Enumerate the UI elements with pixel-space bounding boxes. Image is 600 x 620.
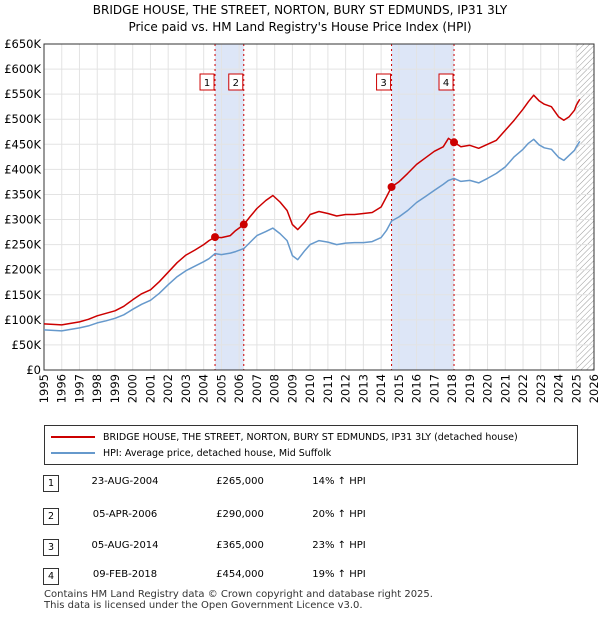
- y-tick-label: £400K: [4, 162, 41, 176]
- transaction-price: £290,000: [216, 509, 264, 520]
- transaction-number: 1: [43, 475, 59, 492]
- transaction-label: 1: [204, 78, 210, 89]
- y-tick-label: £450K: [4, 137, 41, 151]
- x-tick-label: 2019: [463, 374, 477, 403]
- x-tick-label: 2017: [427, 374, 441, 403]
- transaction-date: 05-AUG-2014: [91, 540, 159, 551]
- y-tick-label: £200K: [4, 263, 41, 277]
- legend-property-label: BRIDGE HOUSE, THE STREET, NORTON, BURY S…: [103, 431, 518, 443]
- x-tick-label: 1996: [55, 374, 69, 403]
- transaction-date: 23-AUG-2004: [91, 476, 159, 487]
- transaction-hpi: 23% ↑ HPI: [312, 540, 366, 551]
- x-tick-label: 2008: [268, 374, 282, 403]
- transaction-number: 4: [43, 568, 59, 585]
- x-tick-label: 2002: [161, 374, 175, 403]
- x-tick-label: 2026: [587, 374, 600, 403]
- price-chart: BRIDGE HOUSE, THE STREET, NORTON, BURY S…: [4, 3, 600, 403]
- legend-property-swatch: [51, 436, 95, 438]
- x-tick-label: 2007: [250, 374, 264, 403]
- transaction-label: 3: [380, 78, 386, 89]
- y-tick-label: £550K: [4, 87, 41, 101]
- x-tick-label: 2021: [498, 374, 512, 403]
- sale-point: [450, 138, 459, 147]
- transaction-hpi: 20% ↑ HPI: [312, 509, 366, 520]
- transaction-hpi: 19% ↑ HPI: [312, 569, 366, 580]
- transaction-label-box: [376, 73, 392, 91]
- x-tick-label: 2000: [126, 374, 140, 403]
- x-tick-label: 2011: [321, 374, 335, 403]
- transaction-label: 2: [233, 78, 239, 89]
- hpi-series-line: [43, 138, 581, 332]
- x-tick-label: 2012: [339, 374, 353, 403]
- transaction-row: 2 05-APR-2006 £290,000 20% ↑ HPI: [0, 507, 600, 527]
- x-tick-label: 2010: [303, 374, 317, 403]
- y-tick-label: £300K: [4, 213, 41, 227]
- y-tick-label: £50K: [12, 338, 42, 352]
- transaction-label-box: [199, 73, 215, 91]
- chart-title: BRIDGE HOUSE, THE STREET, NORTON, BURY S…: [93, 3, 508, 17]
- legend-hpi-swatch: [51, 452, 95, 454]
- transaction-label-box: [438, 73, 454, 91]
- x-tick-label: 1999: [108, 374, 122, 403]
- transaction-date: 05-APR-2006: [92, 509, 158, 520]
- transaction-date: 09-FEB-2018: [92, 569, 158, 580]
- x-tick-label: 2005: [214, 374, 228, 403]
- plot-border: [43, 43, 595, 371]
- y-tick-label: £0: [26, 363, 41, 377]
- sale-point: [211, 233, 220, 242]
- x-tick-label: 2013: [356, 374, 370, 403]
- x-tick-label: 2014: [374, 374, 388, 403]
- y-tick-label: £500K: [4, 112, 41, 126]
- hatched-region: [576, 44, 594, 370]
- legend-item-property: BRIDGE HOUSE, THE STREET, NORTON, BURY S…: [51, 429, 518, 445]
- x-tick-label: 2023: [534, 374, 548, 403]
- y-tick-label: £100K: [4, 313, 41, 327]
- footer: Contains HM Land Registry data © Crown c…: [44, 589, 564, 611]
- x-tick-label: 2004: [197, 374, 211, 403]
- y-tick-label: £600K: [4, 62, 41, 76]
- sale-point: [387, 182, 396, 191]
- x-tick-label: 2015: [392, 374, 406, 403]
- x-tick-label: 2022: [516, 374, 530, 403]
- transaction-price: £365,000: [216, 540, 264, 551]
- transaction-hpi: 14% ↑ HPI: [312, 476, 366, 487]
- transaction-row: 4 09-FEB-2018 £454,000 19% ↑ HPI: [0, 567, 600, 587]
- x-tick-label: 2016: [410, 374, 424, 403]
- y-tick-label: £150K: [4, 288, 41, 302]
- y-tick-label: £250K: [4, 238, 41, 252]
- legend-hpi-label: HPI: Average price, detached house, Mid …: [103, 447, 332, 459]
- x-tick-label: 1995: [37, 374, 51, 403]
- x-tick-label: 1998: [90, 374, 104, 403]
- x-tick-label: 2003: [179, 374, 193, 403]
- transaction-number: 3: [43, 539, 59, 556]
- property-series-line: [43, 94, 581, 326]
- copyright-notice: Contains HM Land Registry data © Crown c…: [44, 589, 433, 600]
- x-tick-label: 2001: [143, 374, 157, 403]
- x-tick-label: 2018: [445, 374, 459, 403]
- x-tick-label: 1997: [72, 374, 86, 403]
- legend: BRIDGE HOUSE, THE STREET, NORTON, BURY S…: [44, 425, 578, 465]
- transaction-label-box: [228, 73, 244, 91]
- transaction-price: £454,000: [216, 569, 264, 580]
- shaded-band: [391, 44, 455, 370]
- x-tick-label: 2024: [552, 374, 566, 403]
- y-tick-label: £350K: [4, 187, 41, 201]
- chart-subtitle: Price paid vs. HM Land Registry's House …: [128, 20, 471, 34]
- y-tick-label: £650K: [4, 37, 41, 51]
- x-tick-label: 2025: [569, 374, 583, 403]
- licence-notice: This data is licensed under the Open Gov…: [44, 600, 363, 611]
- x-tick-label: 2009: [285, 374, 299, 403]
- transaction-row: 1 23-AUG-2004 £265,000 14% ↑ HPI: [0, 474, 600, 494]
- transaction-number: 2: [43, 508, 59, 525]
- sale-point: [239, 220, 248, 229]
- transaction-label: 4: [443, 78, 449, 89]
- legend-item-hpi: HPI: Average price, detached house, Mid …: [51, 445, 331, 461]
- x-tick-label: 2020: [481, 374, 495, 403]
- x-tick-label: 2006: [232, 374, 246, 403]
- transaction-row: 3 05-AUG-2014 £365,000 23% ↑ HPI: [0, 538, 600, 558]
- transaction-price: £265,000: [216, 476, 264, 487]
